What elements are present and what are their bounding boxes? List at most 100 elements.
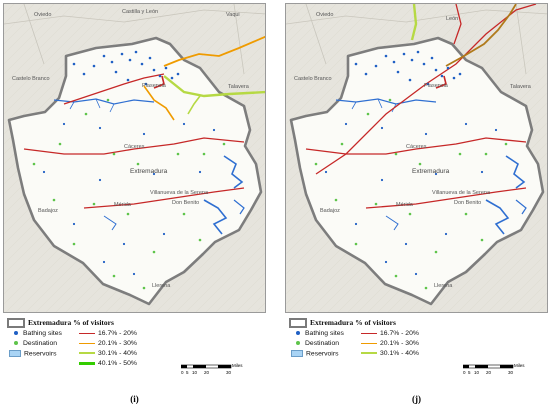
place-label: Mérida xyxy=(114,202,131,208)
place-label: Plasencia xyxy=(424,83,448,89)
panel-caption: (j) xyxy=(412,394,421,404)
place-label: Oviedo xyxy=(34,12,52,18)
route-orange-1 xyxy=(445,4,517,67)
bathing-dot-icon xyxy=(296,331,300,336)
scale-bar: Miles 0 5 10 20 30 xyxy=(180,363,243,380)
panel-caption: (i) xyxy=(130,394,139,404)
legend-range: 16.7% - 20% xyxy=(79,330,137,337)
destination-label: Destination xyxy=(23,340,58,347)
place-label: Mérida xyxy=(396,202,413,208)
reservoirs-label: Reservoirs xyxy=(24,350,57,358)
legend-range: 16.7% - 20% xyxy=(361,330,419,337)
scale-tick: 30 xyxy=(508,370,514,375)
place-label: Don Benito xyxy=(172,200,200,206)
region-label: Extremadura xyxy=(28,318,72,327)
map-frame: Oviedo León Castelo Branco Plasencia Tal… xyxy=(285,3,548,313)
place-label: Badajoz xyxy=(320,208,340,214)
reservoirs-label: Reservoirs xyxy=(306,350,339,358)
map-panel-i: Oviedo Castilla y León Vaqui Castelo Bra… xyxy=(3,3,266,404)
route-orange-1 xyxy=(163,35,265,67)
map-svg xyxy=(4,4,265,312)
destination-dot-icon xyxy=(296,341,300,346)
region-symbol xyxy=(289,318,307,329)
line-swatch-icon xyxy=(79,342,95,344)
place-label: Castilla y León xyxy=(122,9,159,15)
line-swatch-icon xyxy=(361,352,377,355)
destination-label: Destination xyxy=(305,340,340,347)
line-swatch-icon xyxy=(79,352,95,355)
destinations xyxy=(32,98,226,290)
line-swatch-icon xyxy=(79,332,95,334)
place-label: Talavera xyxy=(228,84,249,90)
place-label: Oviedo xyxy=(316,12,334,18)
reservoir-swatch-icon xyxy=(291,350,303,357)
place-label: Castelo Branco xyxy=(12,76,50,82)
place-label: Villanueva de la Serena xyxy=(432,190,490,196)
route-lime-1 xyxy=(163,75,265,98)
legend-destination: Destination xyxy=(293,340,339,347)
line-swatch-icon xyxy=(79,361,95,365)
route-red-2 xyxy=(83,187,245,209)
place-label: Villanueva de la Serena xyxy=(150,190,208,196)
legend: Extremadura % of visitors Bathing sites … xyxy=(7,318,263,378)
scale-tick: 10 xyxy=(192,370,198,375)
map-svg xyxy=(286,4,547,312)
legend-title: Extremadura % of visitors xyxy=(7,318,114,329)
place-label: Cáceres xyxy=(406,144,427,150)
scale-tick: 20 xyxy=(486,370,492,375)
scale-bar-graphic xyxy=(180,364,232,369)
legend-reservoirs: Reservoirs xyxy=(291,350,338,357)
place-label: Cáceres xyxy=(124,144,145,150)
place-label: Vaqui xyxy=(226,12,240,18)
legend-reservoirs: Reservoirs xyxy=(9,350,56,357)
scale-tick: 0 xyxy=(181,370,184,375)
legend-range: 20.1% - 30% xyxy=(79,340,137,347)
place-label: Plasencia xyxy=(142,83,166,89)
range-label: 16.7% - 20% xyxy=(380,330,419,337)
scale-unit: Miles xyxy=(514,363,525,368)
map-panel-j: Oviedo León Castelo Branco Plasencia Tal… xyxy=(285,3,548,404)
place-label: Castelo Branco xyxy=(294,76,332,82)
place-label: Llerena xyxy=(434,283,453,289)
scale-bar: Miles 0 5 10 20 30 xyxy=(462,363,525,380)
reservoir-swatch-icon xyxy=(9,350,21,357)
route-lime-1 xyxy=(410,4,418,41)
legend-bathing: Bathing sites xyxy=(293,330,344,337)
range-label: 20.1% - 30% xyxy=(98,340,137,347)
metric-label: % of visitors xyxy=(73,318,114,327)
place-label: Extremadura xyxy=(412,168,450,175)
route-red-1 xyxy=(23,137,245,155)
scale-unit: Miles xyxy=(232,363,243,368)
extremadura-region xyxy=(289,36,545,306)
bathing-sites xyxy=(324,50,498,276)
scale-tick: 20 xyxy=(204,370,210,375)
place-label: Talavera xyxy=(510,84,531,90)
legend-destination: Destination xyxy=(11,340,57,347)
range-label: 30.1% - 40% xyxy=(380,350,419,357)
extremadura-region xyxy=(7,36,263,306)
destination-dot-icon xyxy=(14,341,18,346)
scale-tick: 5 xyxy=(468,370,471,375)
scale-bar-graphic xyxy=(462,364,514,369)
bathing-label: Bathing sites xyxy=(305,330,344,337)
place-label: Extremadura xyxy=(130,168,168,175)
range-label: 40.1% - 50% xyxy=(98,360,137,367)
range-label: 20.1% - 30% xyxy=(380,340,419,347)
place-label: León xyxy=(446,16,459,22)
line-swatch-icon xyxy=(361,342,377,344)
bathing-dot-icon xyxy=(14,331,18,336)
route-red-3 xyxy=(63,73,165,105)
legend-range: 30.1% - 40% xyxy=(79,350,137,357)
place-label: Don Benito xyxy=(454,200,482,206)
range-label: 16.7% - 20% xyxy=(98,330,137,337)
bathing-label: Bathing sites xyxy=(23,330,62,337)
place-label: Badajoz xyxy=(38,208,58,214)
line-swatch-icon xyxy=(361,332,377,334)
legend-title: Extremadura % of visitors xyxy=(289,318,396,329)
bathing-sites xyxy=(42,50,216,276)
legend: Extremadura % of visitors Bathing sites … xyxy=(289,318,545,378)
region-label: Extremadura xyxy=(310,318,354,327)
legend-range: 30.1% - 40% xyxy=(361,350,419,357)
route-orange-2 xyxy=(143,85,175,121)
map-frame: Oviedo Castilla y León Vaqui Castelo Bra… xyxy=(3,3,266,313)
